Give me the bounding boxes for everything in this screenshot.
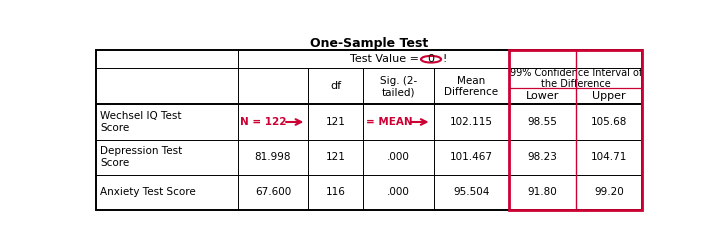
Text: 98.55: 98.55: [527, 117, 557, 127]
Text: 105.68: 105.68: [591, 117, 627, 127]
Text: One-Sample Test: One-Sample Test: [310, 37, 428, 50]
Text: 99% Confidence Interval of
the Difference: 99% Confidence Interval of the Differenc…: [510, 67, 642, 89]
Text: 121: 121: [325, 152, 346, 162]
Text: df: df: [330, 81, 341, 91]
Text: = MEAN: = MEAN: [366, 117, 412, 127]
Bar: [96, 50, 642, 210]
Text: 101.467: 101.467: [450, 152, 492, 162]
Text: 98.23: 98.23: [527, 152, 557, 162]
Text: Wechsel IQ Test
Score: Wechsel IQ Test Score: [100, 111, 181, 133]
Text: 91.80: 91.80: [527, 187, 557, 197]
Text: 67.600: 67.600: [255, 187, 291, 197]
Text: Sig. (2-
tailed): Sig. (2- tailed): [379, 76, 417, 97]
Text: 95.504: 95.504: [453, 187, 490, 197]
Text: 0: 0: [428, 54, 435, 64]
Text: !: !: [443, 54, 447, 64]
Text: .000: .000: [387, 187, 410, 197]
Text: 102.115: 102.115: [450, 117, 492, 127]
Text: 104.71: 104.71: [591, 152, 627, 162]
Text: Upper: Upper: [593, 91, 626, 101]
Text: Lower: Lower: [526, 91, 559, 101]
Bar: [509, 50, 642, 210]
Text: Depression Test
Score: Depression Test Score: [100, 146, 182, 168]
Text: 116: 116: [325, 187, 346, 197]
Text: .000: .000: [387, 152, 410, 162]
Text: Test Value =: Test Value =: [350, 54, 419, 64]
Text: Mean
Difference: Mean Difference: [444, 76, 498, 97]
Text: 121: 121: [325, 117, 346, 127]
Text: 99.20: 99.20: [594, 187, 624, 197]
Text: 81.998: 81.998: [255, 152, 291, 162]
Text: Anxiety Test Score: Anxiety Test Score: [100, 187, 196, 197]
Text: N = 122: N = 122: [240, 117, 287, 127]
